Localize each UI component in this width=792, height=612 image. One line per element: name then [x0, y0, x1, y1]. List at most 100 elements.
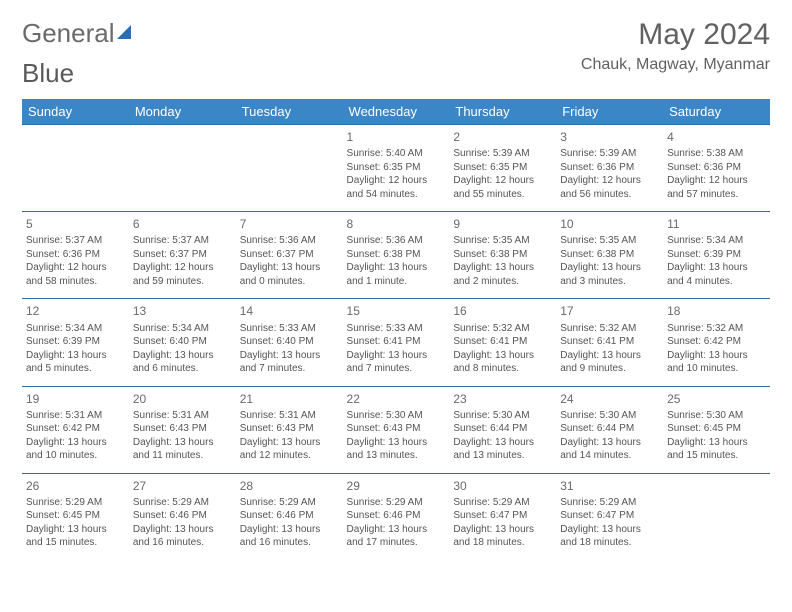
sunset-line: Sunset: 6:43 PM: [133, 422, 232, 436]
weekday-header: Tuesday: [236, 99, 343, 125]
day-number: 22: [347, 391, 446, 407]
logo-text-1: General: [22, 18, 115, 49]
calendar-cell: 17Sunrise: 5:32 AMSunset: 6:41 PMDayligh…: [556, 299, 663, 386]
sunrise-line: Sunrise: 5:37 AM: [133, 234, 232, 248]
day-number: 11: [667, 216, 766, 232]
calendar-cell: 5Sunrise: 5:37 AMSunset: 6:36 PMDaylight…: [22, 212, 129, 299]
daylight-line: Daylight: 13 hours and 15 minutes.: [26, 523, 125, 550]
daylight-line: Daylight: 12 hours and 55 minutes.: [453, 174, 552, 201]
daylight-line: Daylight: 12 hours and 57 minutes.: [667, 174, 766, 201]
day-number: 29: [347, 478, 446, 494]
sunset-line: Sunset: 6:37 PM: [240, 248, 339, 262]
calendar-cell: 11Sunrise: 5:34 AMSunset: 6:39 PMDayligh…: [663, 212, 770, 299]
daylight-line: Daylight: 13 hours and 5 minutes.: [26, 349, 125, 376]
daylight-line: Daylight: 12 hours and 56 minutes.: [560, 174, 659, 201]
sunset-line: Sunset: 6:38 PM: [560, 248, 659, 262]
sunrise-line: Sunrise: 5:29 AM: [347, 496, 446, 510]
daylight-line: Daylight: 13 hours and 2 minutes.: [453, 261, 552, 288]
sunset-line: Sunset: 6:37 PM: [133, 248, 232, 262]
daylight-line: Daylight: 13 hours and 8 minutes.: [453, 349, 552, 376]
calendar-cell: 23Sunrise: 5:30 AMSunset: 6:44 PMDayligh…: [449, 386, 556, 473]
day-number: 8: [347, 216, 446, 232]
daylight-line: Daylight: 13 hours and 15 minutes.: [667, 436, 766, 463]
calendar-cell: [129, 125, 236, 212]
sunrise-line: Sunrise: 5:31 AM: [26, 409, 125, 423]
calendar-cell: 9Sunrise: 5:35 AMSunset: 6:38 PMDaylight…: [449, 212, 556, 299]
calendar-cell: 13Sunrise: 5:34 AMSunset: 6:40 PMDayligh…: [129, 299, 236, 386]
daylight-line: Daylight: 13 hours and 4 minutes.: [667, 261, 766, 288]
day-number: 28: [240, 478, 339, 494]
sunrise-line: Sunrise: 5:39 AM: [560, 147, 659, 161]
calendar-cell: 10Sunrise: 5:35 AMSunset: 6:38 PMDayligh…: [556, 212, 663, 299]
day-number: 3: [560, 129, 659, 145]
logo: General: [22, 18, 131, 49]
calendar-cell: 24Sunrise: 5:30 AMSunset: 6:44 PMDayligh…: [556, 386, 663, 473]
calendar-cell: 7Sunrise: 5:36 AMSunset: 6:37 PMDaylight…: [236, 212, 343, 299]
daylight-line: Daylight: 13 hours and 16 minutes.: [240, 523, 339, 550]
day-number: 20: [133, 391, 232, 407]
calendar-cell: 28Sunrise: 5:29 AMSunset: 6:46 PMDayligh…: [236, 473, 343, 560]
sunrise-line: Sunrise: 5:30 AM: [667, 409, 766, 423]
day-number: 27: [133, 478, 232, 494]
sunset-line: Sunset: 6:35 PM: [347, 161, 446, 175]
sunrise-line: Sunrise: 5:29 AM: [240, 496, 339, 510]
day-number: 25: [667, 391, 766, 407]
sunrise-line: Sunrise: 5:34 AM: [667, 234, 766, 248]
location: Chauk, Magway, Myanmar: [581, 56, 770, 74]
calendar-cell: 20Sunrise: 5:31 AMSunset: 6:43 PMDayligh…: [129, 386, 236, 473]
sunrise-line: Sunrise: 5:35 AM: [560, 234, 659, 248]
sunrise-line: Sunrise: 5:30 AM: [560, 409, 659, 423]
day-number: 26: [26, 478, 125, 494]
day-number: 2: [453, 129, 552, 145]
daylight-line: Daylight: 13 hours and 0 minutes.: [240, 261, 339, 288]
calendar-cell: 2Sunrise: 5:39 AMSunset: 6:35 PMDaylight…: [449, 125, 556, 212]
calendar-cell: 29Sunrise: 5:29 AMSunset: 6:46 PMDayligh…: [343, 473, 450, 560]
calendar-cell: 4Sunrise: 5:38 AMSunset: 6:36 PMDaylight…: [663, 125, 770, 212]
daylight-line: Daylight: 13 hours and 7 minutes.: [240, 349, 339, 376]
weekday-header: Sunday: [22, 99, 129, 125]
sunset-line: Sunset: 6:38 PM: [347, 248, 446, 262]
calendar-cell: 1Sunrise: 5:40 AMSunset: 6:35 PMDaylight…: [343, 125, 450, 212]
daylight-line: Daylight: 13 hours and 18 minutes.: [453, 523, 552, 550]
daylight-line: Daylight: 13 hours and 14 minutes.: [560, 436, 659, 463]
daylight-line: Daylight: 13 hours and 17 minutes.: [347, 523, 446, 550]
calendar-cell: 16Sunrise: 5:32 AMSunset: 6:41 PMDayligh…: [449, 299, 556, 386]
sunrise-line: Sunrise: 5:40 AM: [347, 147, 446, 161]
sunset-line: Sunset: 6:39 PM: [26, 335, 125, 349]
weekday-header: Saturday: [663, 99, 770, 125]
sunrise-line: Sunrise: 5:36 AM: [240, 234, 339, 248]
calendar-cell: 27Sunrise: 5:29 AMSunset: 6:46 PMDayligh…: [129, 473, 236, 560]
day-number: 30: [453, 478, 552, 494]
calendar-cell: 30Sunrise: 5:29 AMSunset: 6:47 PMDayligh…: [449, 473, 556, 560]
calendar-cell: 22Sunrise: 5:30 AMSunset: 6:43 PMDayligh…: [343, 386, 450, 473]
calendar-cell: 31Sunrise: 5:29 AMSunset: 6:47 PMDayligh…: [556, 473, 663, 560]
weekday-header: Friday: [556, 99, 663, 125]
weekday-header: Monday: [129, 99, 236, 125]
calendar-row: 5Sunrise: 5:37 AMSunset: 6:36 PMDaylight…: [22, 212, 770, 299]
day-number: 21: [240, 391, 339, 407]
sunset-line: Sunset: 6:47 PM: [453, 509, 552, 523]
sunset-line: Sunset: 6:44 PM: [453, 422, 552, 436]
calendar-cell: 8Sunrise: 5:36 AMSunset: 6:38 PMDaylight…: [343, 212, 450, 299]
calendar-cell: 14Sunrise: 5:33 AMSunset: 6:40 PMDayligh…: [236, 299, 343, 386]
sunset-line: Sunset: 6:41 PM: [347, 335, 446, 349]
sunset-line: Sunset: 6:40 PM: [133, 335, 232, 349]
sunset-line: Sunset: 6:42 PM: [26, 422, 125, 436]
sunrise-line: Sunrise: 5:29 AM: [133, 496, 232, 510]
month-title: May 2024: [581, 18, 770, 52]
calendar-cell: 6Sunrise: 5:37 AMSunset: 6:37 PMDaylight…: [129, 212, 236, 299]
day-number: 13: [133, 303, 232, 319]
day-number: 6: [133, 216, 232, 232]
calendar-cell: 19Sunrise: 5:31 AMSunset: 6:42 PMDayligh…: [22, 386, 129, 473]
sunset-line: Sunset: 6:43 PM: [240, 422, 339, 436]
day-number: 12: [26, 303, 125, 319]
day-number: 31: [560, 478, 659, 494]
sunset-line: Sunset: 6:47 PM: [560, 509, 659, 523]
day-number: 23: [453, 391, 552, 407]
sunrise-line: Sunrise: 5:31 AM: [133, 409, 232, 423]
sunset-line: Sunset: 6:44 PM: [560, 422, 659, 436]
day-number: 14: [240, 303, 339, 319]
calendar-cell: 3Sunrise: 5:39 AMSunset: 6:36 PMDaylight…: [556, 125, 663, 212]
calendar-cell: [663, 473, 770, 560]
sunset-line: Sunset: 6:36 PM: [26, 248, 125, 262]
